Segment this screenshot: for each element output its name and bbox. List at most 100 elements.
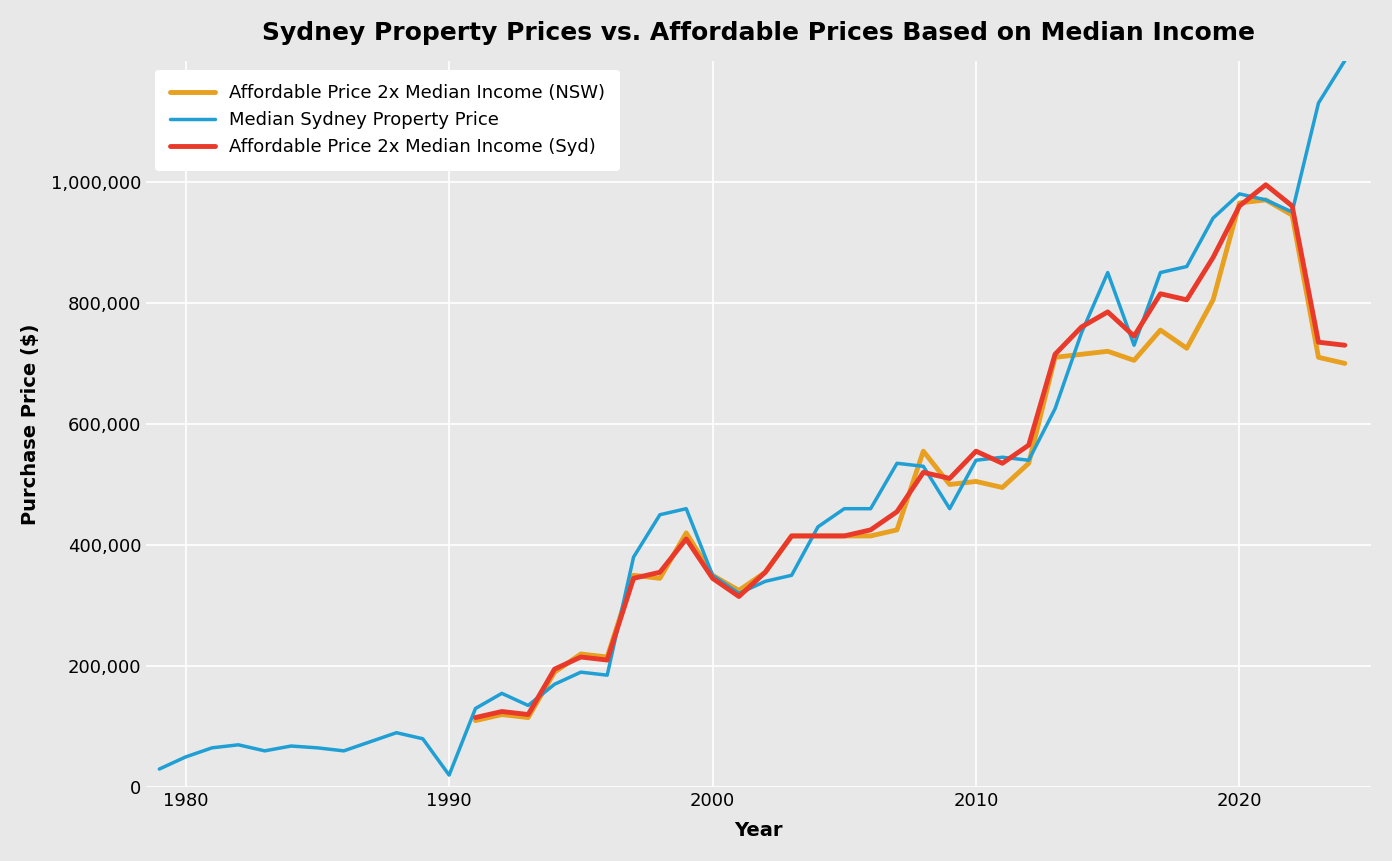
Affordable Price 2x Median Income (Syd): [941, 474, 958, 484]
Median Sydney Property Price: [362, 737, 379, 747]
Median Sydney Property Price: [494, 688, 511, 698]
Median Sydney Property Price: [1100, 268, 1116, 278]
Median Sydney Property Price: [230, 740, 246, 750]
Affordable Price 2x Median Income (NSW): [651, 573, 668, 584]
Affordable Price 2x Median Income (NSW): [1020, 458, 1037, 468]
Affordable Price 2x Median Income (Syd): [994, 458, 1011, 468]
Affordable Price 2x Median Income (NSW): [519, 712, 536, 722]
Affordable Price 2x Median Income (Syd): [494, 706, 511, 716]
Affordable Price 2x Median Income (Syd): [572, 652, 589, 662]
Affordable Price 2x Median Income (NSW): [1179, 343, 1196, 353]
Affordable Price 2x Median Income (NSW): [678, 528, 695, 538]
Median Sydney Property Price: [335, 746, 352, 756]
Affordable Price 2x Median Income (Syd): [837, 530, 853, 541]
Title: Sydney Property Prices vs. Affordable Prices Based on Median Income: Sydney Property Prices vs. Affordable Pr…: [262, 21, 1256, 45]
Affordable Price 2x Median Income (Syd): [862, 524, 878, 535]
Affordable Price 2x Median Income (Syd): [810, 530, 827, 541]
Affordable Price 2x Median Income (Syd): [967, 446, 984, 456]
Affordable Price 2x Median Income (NSW): [915, 446, 931, 456]
Affordable Price 2x Median Income (NSW): [862, 530, 878, 541]
Median Sydney Property Price: [837, 504, 853, 514]
Affordable Price 2x Median Income (NSW): [704, 570, 721, 580]
Affordable Price 2x Median Income (Syd): [731, 592, 748, 602]
Affordable Price 2x Median Income (NSW): [1073, 350, 1090, 360]
Median Sydney Property Price: [651, 510, 668, 520]
Affordable Price 2x Median Income (Syd): [678, 534, 695, 544]
Affordable Price 2x Median Income (Syd): [599, 655, 615, 666]
Affordable Price 2x Median Income (Syd): [1310, 337, 1327, 347]
Median Sydney Property Price: [546, 679, 562, 690]
Affordable Price 2x Median Income (NSW): [546, 667, 562, 678]
Affordable Price 2x Median Income (Syd): [546, 664, 562, 674]
Median Sydney Property Price: [1126, 340, 1143, 350]
Median Sydney Property Price: [415, 734, 432, 744]
Affordable Price 2x Median Income (NSW): [941, 480, 958, 490]
Median Sydney Property Price: [704, 570, 721, 580]
Affordable Price 2x Median Income (Syd): [888, 506, 905, 517]
Affordable Price 2x Median Income (Syd): [468, 712, 484, 722]
Median Sydney Property Price: [678, 504, 695, 514]
Median Sydney Property Price: [177, 752, 193, 762]
Affordable Price 2x Median Income (NSW): [1153, 325, 1169, 335]
Median Sydney Property Price: [1179, 262, 1196, 272]
Affordable Price 2x Median Income (Syd): [1073, 322, 1090, 332]
Median Sydney Property Price: [731, 588, 748, 598]
Median Sydney Property Price: [1153, 268, 1169, 278]
Affordable Price 2x Median Income (NSW): [837, 530, 853, 541]
Median Sydney Property Price: [941, 504, 958, 514]
Affordable Price 2x Median Income (Syd): [1283, 201, 1300, 211]
Affordable Price 2x Median Income (Syd): [915, 468, 931, 478]
Affordable Price 2x Median Income (Syd): [1231, 201, 1247, 211]
Affordable Price 2x Median Income (NSW): [572, 649, 589, 660]
Affordable Price 2x Median Income (Syd): [757, 567, 774, 578]
Median Sydney Property Price: [309, 743, 326, 753]
Affordable Price 2x Median Income (NSW): [1336, 358, 1353, 369]
Median Sydney Property Price: [757, 576, 774, 586]
Affordable Price 2x Median Income (Syd): [1153, 288, 1169, 299]
Affordable Price 2x Median Income (NSW): [810, 530, 827, 541]
Median Sydney Property Price: [203, 743, 220, 753]
Affordable Price 2x Median Income (NSW): [1047, 352, 1063, 362]
Affordable Price 2x Median Income (NSW): [967, 476, 984, 486]
Affordable Price 2x Median Income (Syd): [1179, 294, 1196, 305]
Legend: Affordable Price 2x Median Income (NSW), Median Sydney Property Price, Affordabl: Affordable Price 2x Median Income (NSW),…: [156, 70, 619, 170]
Median Sydney Property Price: [625, 552, 642, 562]
Affordable Price 2x Median Income (NSW): [1231, 198, 1247, 208]
Median Sydney Property Price: [967, 455, 984, 466]
Y-axis label: Purchase Price ($): Purchase Price ($): [21, 323, 40, 524]
Median Sydney Property Price: [519, 700, 536, 710]
Affordable Price 2x Median Income (NSW): [784, 530, 800, 541]
Line: Median Sydney Property Price: Median Sydney Property Price: [159, 60, 1345, 775]
Median Sydney Property Price: [283, 740, 299, 751]
Median Sydney Property Price: [1283, 207, 1300, 217]
Affordable Price 2x Median Income (Syd): [1204, 252, 1221, 263]
Median Sydney Property Price: [1310, 98, 1327, 108]
Affordable Price 2x Median Income (Syd): [704, 573, 721, 584]
Affordable Price 2x Median Income (NSW): [1283, 210, 1300, 220]
Affordable Price 2x Median Income (NSW): [468, 715, 484, 726]
Affordable Price 2x Median Income (NSW): [757, 567, 774, 578]
Affordable Price 2x Median Income (Syd): [1020, 440, 1037, 450]
Affordable Price 2x Median Income (Syd): [651, 567, 668, 578]
Median Sydney Property Price: [1047, 404, 1063, 414]
Median Sydney Property Price: [599, 670, 615, 680]
Median Sydney Property Price: [888, 458, 905, 468]
Median Sydney Property Price: [572, 667, 589, 678]
Median Sydney Property Price: [388, 728, 405, 738]
Affordable Price 2x Median Income (Syd): [1100, 307, 1116, 317]
Affordable Price 2x Median Income (Syd): [625, 573, 642, 584]
Median Sydney Property Price: [1231, 189, 1247, 199]
Affordable Price 2x Median Income (NSW): [731, 585, 748, 596]
Affordable Price 2x Median Income (Syd): [1336, 340, 1353, 350]
Affordable Price 2x Median Income (NSW): [994, 482, 1011, 492]
Median Sydney Property Price: [784, 570, 800, 580]
Affordable Price 2x Median Income (Syd): [1126, 331, 1143, 341]
Median Sydney Property Price: [1204, 213, 1221, 223]
Affordable Price 2x Median Income (NSW): [625, 570, 642, 580]
Affordable Price 2x Median Income (NSW): [1126, 356, 1143, 366]
Affordable Price 2x Median Income (NSW): [599, 652, 615, 662]
Median Sydney Property Price: [1336, 55, 1353, 65]
Median Sydney Property Price: [862, 504, 878, 514]
Line: Affordable Price 2x Median Income (NSW): Affordable Price 2x Median Income (NSW): [476, 200, 1345, 721]
Affordable Price 2x Median Income (NSW): [1310, 352, 1327, 362]
